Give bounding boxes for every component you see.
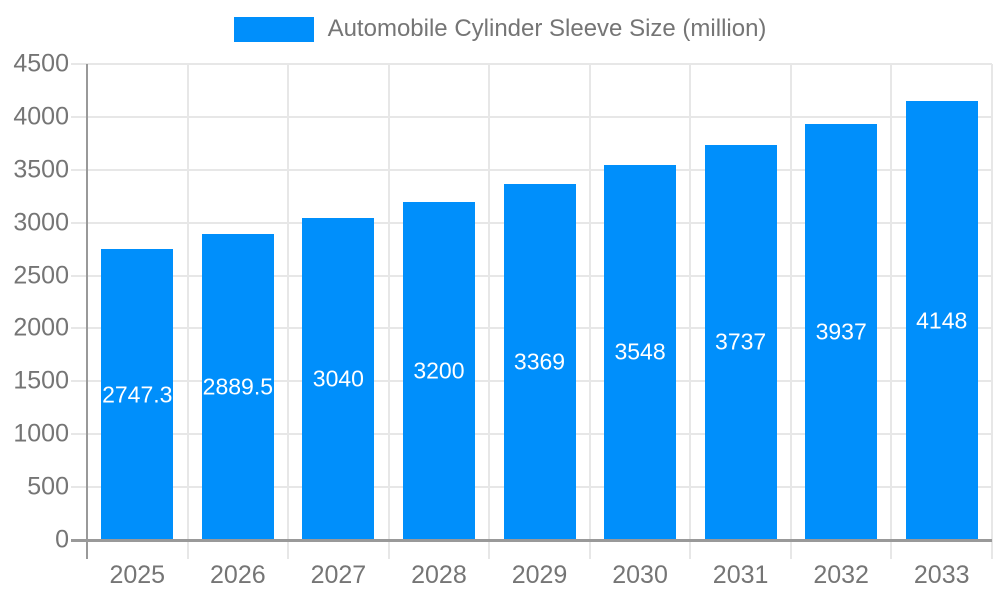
x-axis-tick-label: 2028 bbox=[411, 561, 467, 589]
bar-2026 bbox=[201, 234, 274, 540]
y-axis-tick-label: 2000 bbox=[13, 313, 69, 342]
x-gridline bbox=[789, 64, 792, 559]
legend-label: Automobile Cylinder Sleeve Size (million… bbox=[327, 15, 767, 42]
y-axis-tick-label: 1500 bbox=[13, 366, 69, 395]
bar-value-label: 2747.3 bbox=[102, 381, 173, 408]
legend-item[interactable]: Automobile Cylinder Sleeve Size (million… bbox=[0, 15, 1000, 43]
x-axis-tick-label: 2033 bbox=[913, 561, 970, 589]
bar-value-label: 3040 bbox=[312, 365, 364, 392]
bar-value-label: 3737 bbox=[715, 328, 767, 355]
bar-2029 bbox=[503, 183, 576, 540]
bar-2032 bbox=[805, 123, 878, 540]
x-gridline bbox=[287, 64, 290, 559]
x-gridline bbox=[186, 64, 189, 559]
bar-2028 bbox=[402, 201, 475, 540]
y-axis-tick-label: 3000 bbox=[13, 208, 69, 237]
bar-value-label: 4148 bbox=[916, 307, 968, 334]
x-gridline bbox=[387, 64, 390, 559]
x-axis-tick-label: 2026 bbox=[210, 561, 266, 589]
bar-2027 bbox=[302, 218, 375, 540]
bar-value-label: 2889.5 bbox=[202, 373, 274, 400]
bar-value-label: 3369 bbox=[513, 348, 566, 375]
bar-value-label: 3937 bbox=[815, 318, 867, 345]
x-gridline bbox=[991, 64, 993, 559]
bar-2025 bbox=[101, 249, 174, 540]
y-axis-tick-label: 1000 bbox=[13, 419, 69, 448]
bar-value-label: 3548 bbox=[614, 338, 666, 365]
y-gridline bbox=[71, 115, 992, 118]
y-axis-tick-label: 500 bbox=[27, 472, 69, 501]
y-axis-tick-label: 4500 bbox=[13, 49, 69, 78]
x-gridline bbox=[588, 64, 591, 559]
y-axis-line bbox=[86, 64, 88, 559]
x-axis-tick-label: 2025 bbox=[109, 561, 166, 589]
y-gridline bbox=[71, 63, 992, 65]
bar-2031 bbox=[704, 144, 777, 540]
legend-swatch bbox=[233, 16, 314, 42]
y-axis-tick-label: 3500 bbox=[13, 155, 69, 184]
x-gridline bbox=[488, 64, 491, 559]
y-axis-tick-label: 4000 bbox=[13, 102, 69, 131]
bar-2030 bbox=[604, 164, 677, 540]
y-axis-tick-label: 2500 bbox=[13, 261, 69, 290]
x-axis-tick-label: 2030 bbox=[612, 561, 668, 589]
x-axis-line bbox=[71, 539, 992, 542]
x-axis-tick-label: 2029 bbox=[511, 561, 568, 589]
bar-2033 bbox=[905, 101, 978, 540]
y-axis-tick-label: 0 bbox=[55, 525, 69, 554]
y-gridline bbox=[71, 168, 992, 171]
x-gridline bbox=[890, 64, 893, 559]
x-gridline bbox=[689, 64, 692, 559]
x-axis-tick-label: 2032 bbox=[813, 561, 869, 589]
x-axis-tick-label: 2027 bbox=[310, 561, 367, 589]
bar-value-label: 3200 bbox=[413, 357, 465, 384]
x-axis-tick-label: 2031 bbox=[712, 561, 769, 589]
